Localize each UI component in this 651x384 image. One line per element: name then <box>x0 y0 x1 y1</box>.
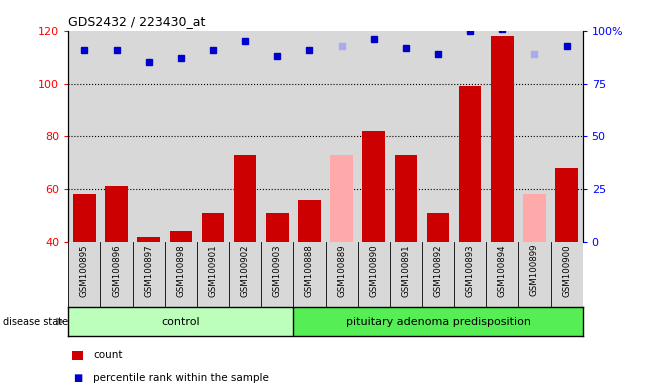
Bar <box>68 307 294 336</box>
Bar <box>266 213 288 242</box>
Bar <box>234 155 256 242</box>
Bar <box>363 131 385 242</box>
Bar <box>555 168 578 242</box>
Text: GSM100891: GSM100891 <box>402 244 410 296</box>
Text: GSM100897: GSM100897 <box>145 244 153 296</box>
Text: control: control <box>161 316 200 327</box>
Bar <box>298 200 321 242</box>
Text: disease state: disease state <box>3 316 68 327</box>
Bar <box>459 86 481 242</box>
Text: GSM100888: GSM100888 <box>305 244 314 296</box>
Text: GSM100892: GSM100892 <box>434 244 443 296</box>
Bar <box>395 155 417 242</box>
Text: GSM100903: GSM100903 <box>273 244 282 296</box>
Text: GSM100894: GSM100894 <box>498 244 506 296</box>
Text: GSM100895: GSM100895 <box>80 244 89 296</box>
Text: GDS2432 / 223430_at: GDS2432 / 223430_at <box>68 15 206 28</box>
Bar <box>202 213 224 242</box>
Text: GSM100900: GSM100900 <box>562 244 571 296</box>
Text: pituitary adenoma predisposition: pituitary adenoma predisposition <box>346 316 531 327</box>
Text: percentile rank within the sample: percentile rank within the sample <box>93 373 269 383</box>
Bar <box>330 155 353 242</box>
Text: GSM100893: GSM100893 <box>465 244 475 296</box>
Bar <box>73 194 96 242</box>
Bar <box>491 36 514 242</box>
Text: GSM100896: GSM100896 <box>112 244 121 296</box>
Bar <box>105 187 128 242</box>
Text: count: count <box>93 350 122 360</box>
Text: GSM100890: GSM100890 <box>369 244 378 296</box>
Text: GSM100899: GSM100899 <box>530 244 539 296</box>
Text: GSM100889: GSM100889 <box>337 244 346 296</box>
Text: GSM100901: GSM100901 <box>208 244 217 296</box>
Bar <box>427 213 449 242</box>
Bar <box>137 237 160 242</box>
Text: GSM100898: GSM100898 <box>176 244 186 296</box>
Text: ■: ■ <box>73 373 82 383</box>
Text: GSM100902: GSM100902 <box>241 244 249 296</box>
Bar <box>294 307 599 336</box>
Bar <box>170 231 192 242</box>
Bar <box>523 194 546 242</box>
